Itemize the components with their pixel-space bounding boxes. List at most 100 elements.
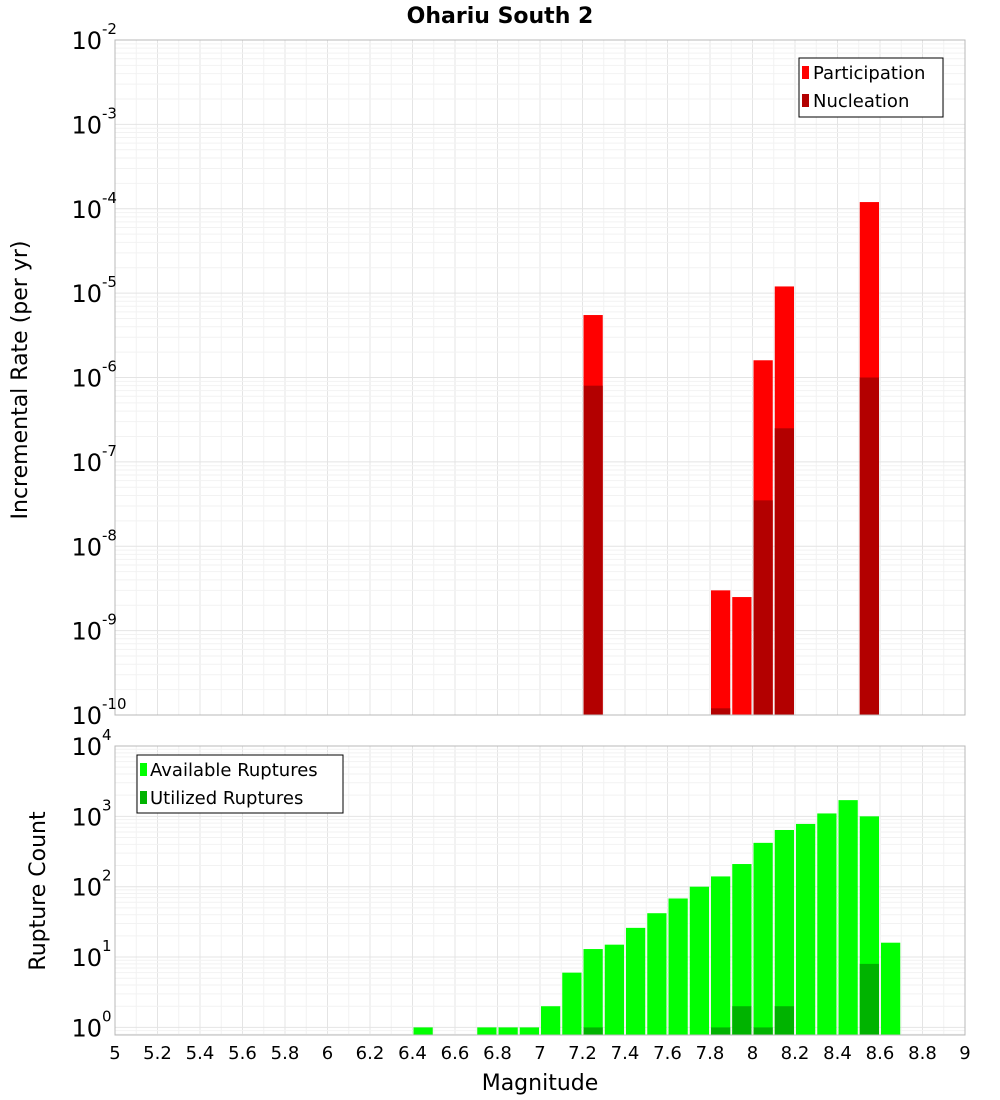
bar-available-ruptures [732, 864, 752, 1035]
y-tick-exponent: 3 [102, 796, 112, 814]
bar-available-ruptures [583, 949, 603, 1035]
y-tick-label: 10 [71, 27, 102, 55]
rate-legend: Participation Nucleation [798, 57, 944, 118]
y-tick-label: 10 [71, 1014, 102, 1042]
count-legend-box [136, 754, 344, 814]
bar-utilized-ruptures [859, 963, 879, 1035]
legend-swatch-nucleation [802, 94, 809, 107]
bar-utilized-ruptures [583, 1027, 603, 1035]
bar-utilized-ruptures [711, 1027, 731, 1035]
count-bars [413, 800, 901, 1035]
rate-grid [114, 39, 966, 716]
bar-nucleation [711, 708, 731, 715]
y-tick-label: 10 [71, 618, 102, 646]
bar-nucleation [859, 377, 879, 715]
bar-participation [732, 597, 752, 715]
bar-available-ruptures [477, 1027, 497, 1035]
bar-available-ruptures [519, 1027, 539, 1035]
x-tick-label: 7.4 [611, 1043, 640, 1064]
y-tick-label: 10 [71, 280, 102, 308]
y-tick-exponent: -6 [102, 358, 117, 376]
bar-available-ruptures [626, 927, 646, 1035]
x-tick-label: 6.6 [441, 1043, 470, 1064]
bar-nucleation [583, 385, 603, 715]
bar-available-ruptures [774, 829, 794, 1035]
x-tick-label: 5.4 [186, 1043, 215, 1064]
bar-available-ruptures [817, 813, 837, 1035]
y-tick-exponent: 2 [102, 867, 112, 885]
y-tick-exponent: -9 [102, 611, 117, 629]
count-grid [114, 745, 966, 1035]
bar-available-ruptures [498, 1027, 518, 1035]
y-tick-label: 10 [71, 533, 102, 561]
bar-available-ruptures [647, 913, 667, 1035]
x-tick-label: 6.8 [483, 1043, 512, 1064]
x-tick-label: 6.2 [356, 1043, 385, 1064]
legend-label-nucleation: Nucleation [813, 91, 909, 112]
x-tick-label: 8.2 [781, 1043, 810, 1064]
y-tick-label: 10 [71, 365, 102, 393]
y-tick-exponent: -2 [102, 20, 117, 38]
legend-label-available: Available Ruptures [150, 760, 318, 781]
y-tick-label: 10 [71, 196, 102, 224]
chart-title: Ohariu South 2 [407, 4, 594, 29]
bar-available-ruptures [562, 972, 582, 1035]
bar-available-ruptures [881, 942, 901, 1035]
x-tick-label: 7.8 [696, 1043, 725, 1064]
bar-available-ruptures [668, 898, 688, 1035]
y-tick-exponent: 4 [102, 726, 112, 744]
x-axis-label: Magnitude [482, 1071, 599, 1096]
y-tick-label: 10 [71, 944, 102, 972]
rate-legend-box [798, 57, 944, 118]
y-tick-exponent: 1 [102, 937, 112, 955]
x-tick-label: 8.6 [866, 1043, 895, 1064]
rate-plot-frame [114, 39, 966, 716]
bar-utilized-ruptures [774, 1006, 794, 1035]
y-tick-label: 10 [71, 111, 102, 139]
bar-available-ruptures [413, 1027, 433, 1035]
bar-utilized-ruptures [753, 1027, 773, 1035]
y-tick-exponent: -5 [102, 273, 117, 291]
bar-available-ruptures [711, 876, 731, 1035]
x-tick-label: 8.8 [908, 1043, 937, 1064]
bar-nucleation [774, 428, 794, 715]
x-tick-label: 7.6 [653, 1043, 682, 1064]
y-tick-exponent: 0 [102, 1007, 112, 1025]
bar-available-ruptures [689, 886, 709, 1035]
y-tick-exponent: -7 [102, 442, 117, 460]
x-tick-label: 7 [534, 1043, 545, 1064]
rate-bars [583, 202, 879, 715]
x-tick-label: 5.8 [271, 1043, 300, 1064]
x-tick-label: 6.4 [398, 1043, 427, 1064]
x-tick-label: 8 [747, 1043, 758, 1064]
y-tick-exponent: -4 [102, 189, 117, 207]
legend-label-participation: Participation [813, 63, 925, 84]
legend-swatch-participation [802, 66, 809, 79]
magnitude-x-ticks: 5 5.2 5.4 5.6 5.8 6 6.2 6.4 6.6 6.8 7 7.2 7.4 7.6 7.8 8… [109, 1043, 970, 1064]
y-tick-label: 10 [71, 874, 102, 902]
count-plot-frame [114, 745, 966, 1036]
x-tick-label: 7.2 [568, 1043, 597, 1064]
bar-available-ruptures [604, 944, 624, 1035]
bar-available-ruptures [796, 823, 816, 1035]
legend-swatch-available [140, 763, 147, 776]
legend-swatch-utilized [140, 791, 147, 804]
y-tick-exponent: -10 [102, 695, 127, 713]
y-tick-exponent: -3 [102, 104, 117, 122]
bar-available-ruptures [753, 842, 773, 1035]
x-tick-label: 8.4 [823, 1043, 852, 1064]
x-tick-label: 9 [959, 1043, 970, 1064]
bar-available-ruptures [541, 1006, 561, 1035]
rate-y-axis-label: Incremental Rate (per yr) [8, 241, 33, 520]
legend-label-utilized: Utilized Ruptures [150, 788, 303, 809]
count-legend: Available Ruptures Utilized Ruptures [136, 754, 344, 814]
bar-available-ruptures [838, 800, 858, 1035]
y-tick-label: 10 [71, 702, 102, 730]
x-tick-label: 5.2 [143, 1043, 172, 1064]
bar-utilized-ruptures [732, 1006, 752, 1035]
